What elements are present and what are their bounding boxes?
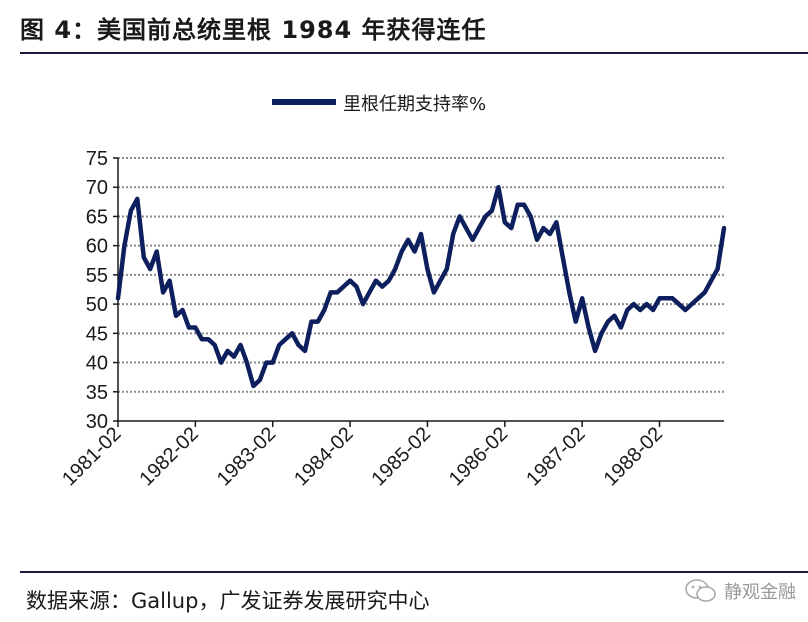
x-tick-label: 1984-02 [290,423,357,490]
y-tick-label: 30 [86,411,108,433]
y-tick-label: 35 [86,382,108,404]
x-tick-label: 1985-02 [368,423,435,490]
chart-legend: 里根任期支持率% [272,94,486,115]
x-tick-label: 1981-02 [58,423,125,490]
footer-divider [20,571,808,573]
legend-label: 里根任期支持率% [343,94,486,115]
title-divider [20,52,808,54]
y-axis-ticks: 75 70 65 60 55 50 45 40 35 30 [86,148,118,433]
source-note: 数据来源：Gallup，广发证券发展研究中心 [26,589,430,613]
x-tick-label: 1983-02 [213,423,280,490]
figure-title: 图 4：美国前总统里根 1984 年获得连任 [20,16,487,44]
chart-gridlines [118,157,724,393]
approval-line-chart: 75 70 65 60 55 50 45 40 35 30 1981-02 1982-02 1983-… [58,94,727,490]
chart-series [115,184,727,389]
y-tick-label: 55 [86,265,108,287]
x-tick-label: 1987-02 [522,423,589,490]
x-tick-label: 1986-02 [445,423,512,490]
watermark: 静观金融 [684,578,796,604]
y-tick-label: 75 [86,148,108,170]
y-tick-label: 65 [86,206,108,228]
wechat-icon [685,579,716,602]
x-tick-label: 1982-02 [135,423,202,490]
series-line [115,184,727,389]
y-tick-label: 70 [86,177,108,199]
y-tick-label: 45 [86,323,108,345]
chart-axes [117,158,724,422]
y-tick-label: 50 [86,294,108,316]
x-axis-ticks: 1981-02 1982-02 1983-02 1984-02 1985-02 1986-… [58,421,667,490]
x-tick-label: 1988-02 [600,423,667,490]
y-tick-label: 40 [86,353,108,375]
watermark-label: 静观金融 [724,582,796,603]
y-tick-label: 60 [86,236,108,258]
